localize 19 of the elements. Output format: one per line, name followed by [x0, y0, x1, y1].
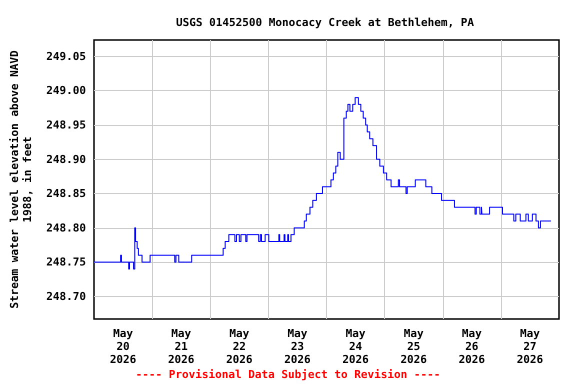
x-tick-label: May 20 2026 [110, 327, 137, 366]
chart-title: USGS 01452500 Monocacy Creek at Bethlehem, PA [176, 16, 474, 29]
y-tick-label: 249.05 [46, 50, 86, 63]
x-tick-label: May 26 2026 [458, 327, 486, 366]
text: ---- Provisional Data Subject to Revision ---- [136, 368, 440, 381]
x-tick-label: May 24 2026 [342, 327, 370, 366]
x-tick-label: May 23 2026 [284, 327, 312, 366]
y-tick-label: 248.80 [46, 221, 86, 234]
y-tick-label: 248.95 [46, 118, 86, 132]
y-tick-label: 248.70 [46, 290, 86, 303]
x-tick-label: May 25 2026 [400, 327, 428, 366]
y-tick-label: 248.90 [46, 152, 86, 166]
y-tick-label: 249.00 [46, 84, 86, 98]
y-tick-label: 248.85 [46, 187, 86, 200]
x-tick-label: May 21 2026 [168, 327, 195, 366]
y-tick-label: 248.75 [46, 256, 86, 269]
y-axis-title: Stream water level elevation above NAVD 1988, in feet [8, 50, 34, 309]
x-tick-label: May 22 2026 [226, 327, 253, 366]
x-tick-label: May 27 2026 [516, 327, 544, 366]
